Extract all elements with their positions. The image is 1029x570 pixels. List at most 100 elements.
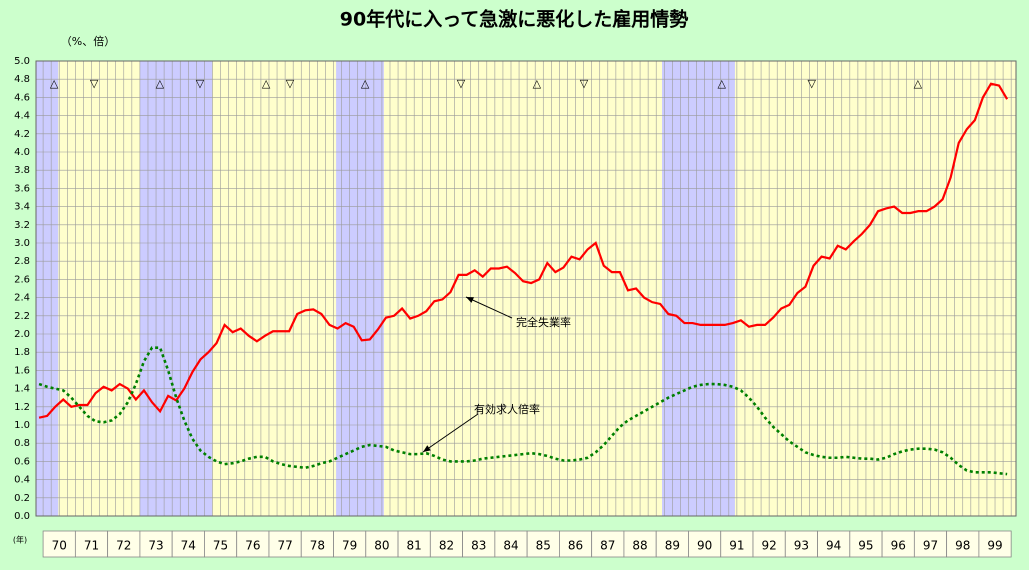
x-tick-box: [204, 530, 238, 558]
cycle-marker: △: [50, 77, 59, 90]
x-unit: (年): [13, 535, 27, 545]
x-tick-label: 71: [84, 539, 99, 553]
y-tick-label: 0.0: [14, 511, 30, 522]
x-tick-box: [913, 530, 948, 558]
x-tick-box: [365, 530, 399, 558]
x-tick-box: [688, 530, 722, 558]
x-tick-label: 98: [955, 539, 970, 553]
y-tick-label: 5.0: [14, 56, 30, 67]
x-tick-box: [946, 530, 980, 558]
y-tick-label: 4.4: [14, 111, 30, 122]
x-tick-box: [268, 530, 302, 558]
y-tick-label: 3.0: [14, 238, 30, 249]
x-tick-label: 77: [277, 539, 292, 553]
y-tick-label: 2.8: [14, 256, 30, 267]
x-tick-label: 89: [665, 539, 680, 553]
x-tick-label: 88: [632, 539, 647, 553]
cycle-marker: ▽: [808, 77, 817, 90]
x-tick-box: [978, 530, 1012, 558]
x-tick-box: [494, 530, 528, 558]
y-tick-label: 1.4: [14, 384, 30, 395]
plot-border: [35, 60, 1017, 517]
series-line: [38, 82, 1009, 419]
y-tick-label: 0.8: [14, 438, 30, 449]
x-tick-box: [74, 530, 109, 558]
annotation-arrow: [465, 296, 513, 319]
x-tick-label: 87: [600, 539, 615, 553]
y-tick-label: 4.6: [14, 92, 30, 103]
cycle-marker: △: [262, 77, 271, 90]
x-tick-box: [881, 530, 915, 558]
x-tick-label: 99: [987, 539, 1002, 553]
x-tick-box: [591, 530, 625, 558]
y-tick-label: 0.4: [14, 475, 30, 486]
x-tick-box: [817, 530, 851, 558]
y-tick-label: 1.6: [14, 365, 30, 376]
x-tick-box: [171, 530, 205, 558]
annotation-label: 完全失業率: [516, 315, 571, 329]
y-tick-label: 3.6: [14, 183, 30, 194]
x-tick-label: 72: [116, 539, 131, 553]
x-tick-label: 91: [729, 539, 744, 553]
cycle-marker: ▽: [580, 77, 589, 90]
annotation-label: 有効求人倍率: [474, 402, 540, 416]
x-tick-box: [655, 530, 689, 558]
x-tick-label: 84: [503, 539, 518, 553]
y-tick-label: 1.2: [14, 402, 30, 413]
x-tick-label: 82: [439, 539, 454, 553]
x-tick-label: 94: [826, 539, 841, 553]
x-tick-label: 80: [374, 539, 389, 553]
x-tick-label: 74: [181, 539, 196, 553]
x-tick-label: 75: [213, 539, 228, 553]
y-tick-label: 1.0: [14, 420, 30, 431]
series-line: [38, 346, 1008, 476]
shaded-period: [336, 61, 384, 516]
y-tick-label: 3.4: [14, 202, 30, 213]
y-tick-label: 4.2: [14, 129, 30, 140]
chart-title: 90年代に入って急激に悪化した雇用情勢: [340, 8, 689, 31]
cycle-marker: ▽: [196, 77, 205, 90]
y-tick-label: 0.2: [14, 493, 30, 504]
x-tick-label: 96: [891, 539, 906, 553]
y-tick-label: 4.0: [14, 147, 30, 158]
cycle-marker: ▽: [457, 77, 466, 90]
shaded-period: [139, 61, 213, 516]
cycle-marker: △: [914, 77, 923, 90]
x-tick-label: 79: [342, 539, 357, 553]
x-tick-label: 85: [536, 539, 551, 553]
x-tick-label: 92: [762, 539, 777, 553]
y-tick-label: 3.8: [14, 165, 30, 176]
y-tick-label: 2.0: [14, 329, 30, 340]
y-tick-label: 4.8: [14, 74, 30, 85]
cycle-marker: △: [533, 77, 542, 90]
x-tick-box: [784, 530, 818, 558]
y-tick-label: 3.2: [14, 220, 30, 231]
x-tick-label: 73: [148, 539, 163, 553]
x-tick-box: [107, 530, 141, 558]
cycle-marker: △: [717, 77, 726, 90]
x-tick-label: 86: [568, 539, 583, 553]
x-tick-box: [429, 530, 463, 558]
cycle-marker: △: [156, 77, 165, 90]
x-tick-box: [526, 530, 560, 558]
x-tick-label: 95: [858, 539, 873, 553]
x-tick-box: [236, 530, 270, 558]
arrow-head: [466, 297, 474, 303]
annotation-arrow: [422, 413, 479, 453]
cycle-marker: ▽: [90, 77, 99, 90]
y-tick-label: 2.6: [14, 274, 30, 285]
cycle-marker: △: [361, 77, 370, 90]
x-tick-box: [849, 530, 883, 558]
arrow-head: [423, 445, 431, 452]
y-unit: （%、倍）: [61, 34, 115, 48]
x-tick-label: 70: [52, 539, 67, 553]
x-tick-label: 76: [245, 539, 260, 553]
y-tick-label: 2.4: [14, 293, 30, 304]
y-tick-label: 2.2: [14, 311, 30, 322]
x-tick-label: 83: [471, 539, 486, 553]
y-tick-label: 0.6: [14, 456, 30, 467]
x-tick-box: [720, 530, 754, 558]
x-tick-label: 97: [923, 539, 938, 553]
